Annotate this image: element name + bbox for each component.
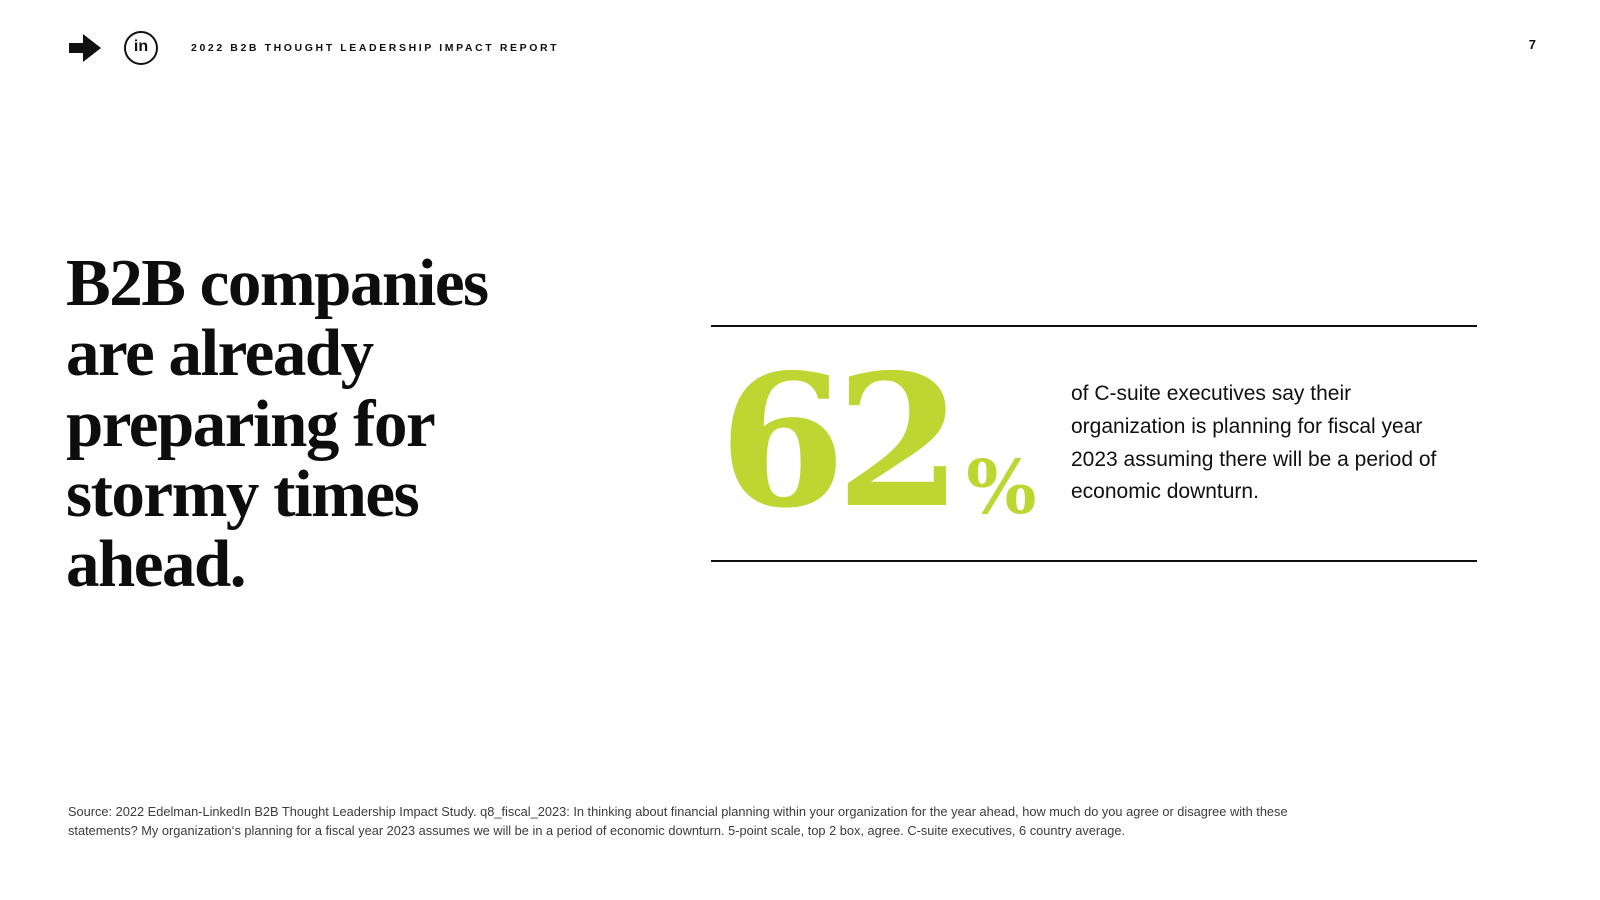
stat-number: 62 % — [719, 333, 1037, 548]
linkedin-icon-label: in — [133, 37, 149, 55]
slide-headline: B2B companies are already preparing for … — [66, 246, 489, 602]
report-title: 2022 B2B THOUGHT LEADERSHIP IMPACT REPOR… — [191, 42, 560, 54]
stat-percent-sign: % — [966, 444, 1037, 531]
footer-source-text: Source: 2022 Edelman-LinkedIn B2B Though… — [68, 804, 1288, 838]
stat-description: of C-suite executives say their organiza… — [1071, 381, 1437, 504]
stat-value: 62 — [719, 333, 962, 548]
stat-bottom-rule — [711, 560, 1477, 562]
header: in 2022 B2B THOUGHT LEADERSHIP IMPACT RE… — [68, 30, 559, 66]
stat-top-rule — [711, 325, 1477, 327]
stat-block: 62 % of C-suite executives say their org… — [711, 325, 1477, 562]
page-number: 7 — [1528, 37, 1536, 52]
arrow-logo-icon — [69, 34, 101, 62]
stat-content: 62 % of C-suite executives say their org… — [711, 327, 1477, 560]
linkedin-icon: in — [124, 31, 158, 65]
